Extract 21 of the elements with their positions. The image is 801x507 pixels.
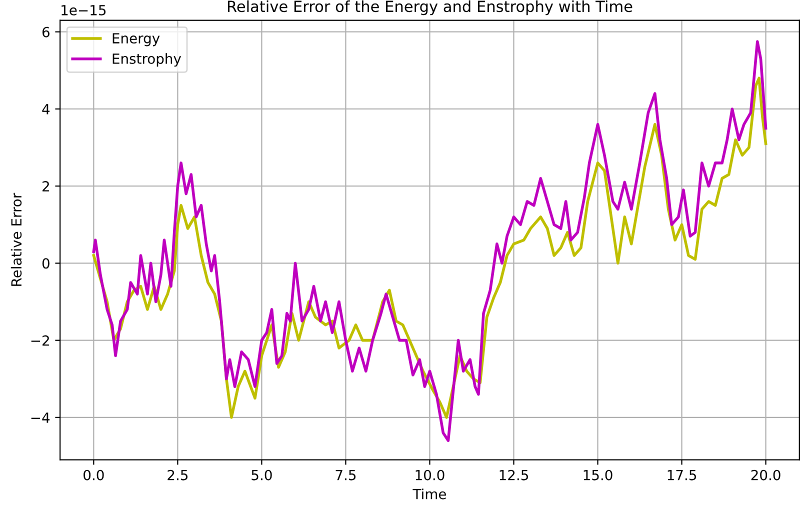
x-axis-title: Time	[412, 488, 446, 500]
y-tick-label: −4	[31, 412, 50, 423]
x-tick-label: 12.5	[500, 470, 528, 480]
x-tick-label: 15.0	[584, 470, 612, 480]
x-tick-label: 7.5	[336, 470, 356, 480]
x-tick-label: 0.0	[84, 470, 104, 480]
y-tick-label: 2	[42, 181, 49, 192]
legend-label: Enstrophy	[112, 53, 182, 67]
chart-title: Relative Error of the Energy and Enstrophy with Time	[228, 0, 632, 16]
x-tick-label: 20.0	[751, 470, 780, 480]
legend-label: Energy	[112, 33, 160, 46]
y-tick-label: 0	[42, 258, 50, 269]
x-tick-label: 2.5	[168, 470, 188, 480]
y-axis-title: Relative Error	[10, 192, 22, 286]
y-tick-label: 4	[42, 104, 50, 114]
text: 1e−15	[62, 5, 106, 16]
y-tick-label: 6	[42, 26, 50, 38]
x-tick-label: 17.5	[668, 470, 696, 480]
y-tick-label: −2	[31, 335, 49, 346]
x-tick-label: 5.0	[252, 470, 272, 480]
x-tick-label: 10.0	[416, 470, 444, 480]
